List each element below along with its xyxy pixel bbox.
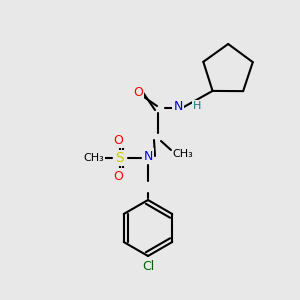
Text: O: O xyxy=(113,169,123,182)
Text: O: O xyxy=(113,134,123,146)
Text: H: H xyxy=(193,101,201,111)
Text: CH₃: CH₃ xyxy=(172,149,194,159)
Text: Cl: Cl xyxy=(142,260,154,272)
Text: O: O xyxy=(133,85,143,98)
Text: S: S xyxy=(116,151,124,165)
Text: N: N xyxy=(143,149,153,163)
Text: CH₃: CH₃ xyxy=(84,153,104,163)
Text: N: N xyxy=(173,100,183,112)
